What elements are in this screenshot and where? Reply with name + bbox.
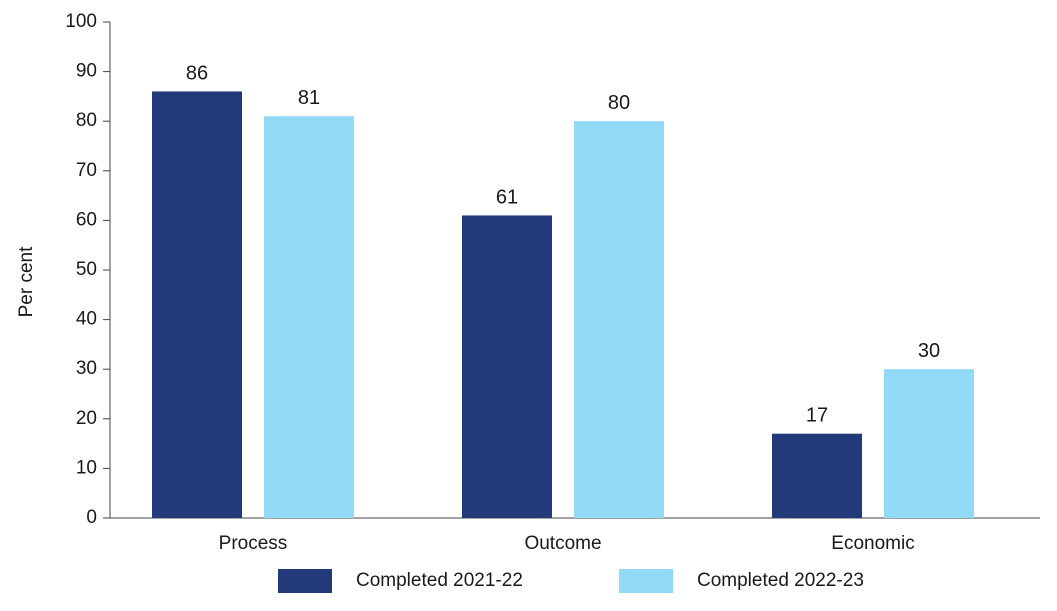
- bar-outcome-series-2: [574, 121, 664, 518]
- y-tick-label: 40: [76, 309, 97, 330]
- data-label: 17: [806, 405, 828, 427]
- y-tick-label: 100: [65, 11, 97, 32]
- legend-label-1: Completed 2021-22: [356, 570, 523, 591]
- y-tick-label: 60: [76, 209, 97, 230]
- legend-label-2: Completed 2022-23: [697, 570, 864, 591]
- bar-economic-series-1: [772, 433, 862, 518]
- data-label: 30: [918, 340, 940, 362]
- x-tick-label: Process: [219, 533, 288, 554]
- y-tick-label: 80: [76, 110, 97, 131]
- y-tick-label: 90: [76, 61, 97, 82]
- bar-economic-series-2: [884, 369, 974, 518]
- legend-swatch-1: [278, 569, 332, 593]
- data-label: 86: [186, 62, 208, 84]
- data-label: 80: [608, 92, 630, 114]
- y-tick-label: 30: [76, 358, 97, 379]
- data-label: 61: [496, 186, 518, 208]
- x-tick-label: Economic: [831, 533, 914, 554]
- legend: Completed 2021-22 Completed 2022-23: [278, 569, 864, 593]
- bars-group: 86 81 61 80 17 30: [152, 62, 974, 519]
- y-axis-title: Per cent: [16, 246, 37, 317]
- bar-process-series-2: [264, 116, 354, 519]
- y-tick-label: 0: [86, 507, 97, 528]
- data-label: 81: [298, 87, 320, 109]
- y-tick-label: 50: [76, 259, 97, 280]
- y-tick-label: 70: [76, 160, 97, 181]
- x-axis: Process Outcome Economic: [110, 517, 1040, 554]
- y-tick-label: 20: [76, 408, 97, 429]
- legend-swatch-2: [619, 569, 673, 593]
- bar-outcome-series-1: [462, 215, 552, 518]
- x-tick-label: Outcome: [524, 533, 601, 554]
- y-axis: 0 10 20 30 40 50 60 70 80 90 100: [65, 11, 111, 528]
- bar-process-series-1: [152, 91, 242, 518]
- y-tick-label: 10: [76, 457, 97, 478]
